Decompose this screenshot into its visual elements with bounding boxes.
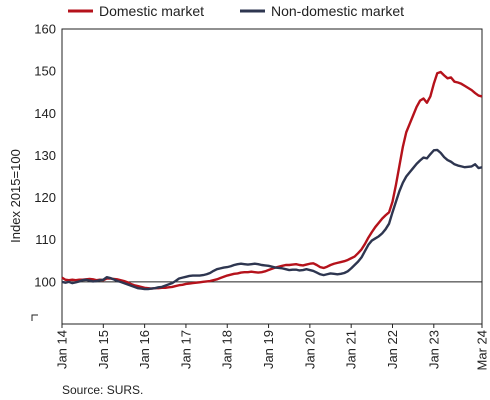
legend: Domestic market Non-domestic market: [68, 3, 404, 19]
plot-area: [61, 28, 483, 325]
series-layer: [61, 70, 483, 291]
legend-item-non-domestic: Non-domestic market: [240, 3, 404, 19]
y-tick-label: 120: [34, 190, 56, 205]
y-tick-label: 150: [34, 64, 56, 79]
x-tick-label: Jan 23: [426, 330, 441, 369]
x-tick-label: Jan 22: [385, 330, 400, 369]
series-line-non-domestic: [61, 148, 483, 291]
x-tick-label: Jan 20: [302, 330, 317, 369]
y-tick-label: 140: [34, 106, 56, 121]
x-tick-label: Jan 18: [220, 330, 235, 369]
x-tick-labels: Jan 14 Jan 15 Jan 16 Jan 17 Jan 18 Jan 19 Jan …: [55, 324, 490, 370]
x-tick-label: Mar 24: [475, 330, 490, 370]
y-tick-label: 110: [35, 232, 56, 247]
series-line-domestic: [61, 70, 483, 290]
x-tick-label: Jan 21: [344, 330, 359, 369]
x-tick-label: Jan 16: [137, 330, 152, 369]
x-tick-label: Jan 17: [178, 330, 193, 369]
y-axis-title: Index 2015=100: [8, 149, 23, 243]
legend-label-non-domestic: Non-domestic market: [271, 3, 404, 19]
x-tick-label: Jan 15: [96, 330, 111, 369]
axis-break-marker: [31, 314, 38, 321]
y-tick-label: 100: [34, 274, 56, 289]
y-tick-labels: 100 110 120 130 140 150 160: [34, 22, 56, 290]
legend-label-domestic: Domestic market: [99, 3, 204, 19]
legend-item-domestic: Domestic market: [68, 3, 204, 19]
x-tick-label: Jan 14: [55, 330, 70, 369]
y-tick-label: 130: [34, 148, 56, 163]
x-tick-label: Jan 19: [261, 330, 276, 369]
y-tick-label: 160: [34, 22, 56, 37]
source-note: Source: SURS.: [62, 383, 143, 397]
